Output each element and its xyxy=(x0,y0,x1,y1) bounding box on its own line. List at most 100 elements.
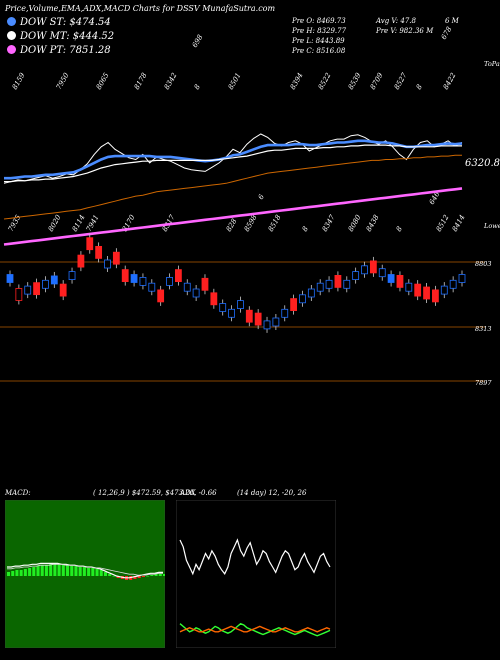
candle-body xyxy=(15,288,23,301)
macd-histogram-bar xyxy=(163,574,165,576)
legend-swatch-icon xyxy=(7,31,16,40)
mid-tick-label: 7935 xyxy=(7,213,23,233)
macd-histogram-bar xyxy=(91,568,95,576)
right-axis-label: 6320.85 xyxy=(465,158,500,169)
chart-title: Price,Volume,EMA,ADX,MACD Charts for DSS… xyxy=(5,4,276,13)
mid-tick-label: 8347 xyxy=(321,213,337,233)
candle-body xyxy=(343,279,351,289)
adx-panel xyxy=(176,500,336,648)
macd-histogram-bar xyxy=(112,576,116,577)
candle-body xyxy=(423,286,430,300)
candle-body xyxy=(219,303,227,312)
macd-histogram-bar xyxy=(108,574,112,576)
mid-tick-label: 8080 xyxy=(347,213,363,233)
candle-body xyxy=(299,294,306,304)
macd-histogram-bar xyxy=(103,572,107,576)
macd-histogram-bar xyxy=(57,564,61,576)
candle-body xyxy=(440,285,448,295)
candle-body xyxy=(183,282,191,292)
mid-tick-label: 8 xyxy=(301,225,310,233)
macd-histogram-bar xyxy=(70,566,74,576)
macd-params: ( 12,26,9 ) $472.59, $473.26, -0.66 xyxy=(93,489,217,497)
candle-body xyxy=(33,282,40,296)
mid-tick-label: 8518 xyxy=(267,213,283,233)
right-axis-label: ToPa xyxy=(484,60,500,68)
macd-histogram-bar xyxy=(44,565,48,576)
candle-body xyxy=(174,269,182,283)
candle-body xyxy=(166,276,173,286)
top-tick-label: 8342 xyxy=(163,71,179,91)
macd-title: MACD: xyxy=(5,489,31,497)
stat-period: 6 M xyxy=(445,17,459,25)
annotation-label: 698 xyxy=(191,33,205,49)
price-level-label: 8313 xyxy=(475,325,492,333)
candle-body xyxy=(68,271,76,281)
ema-line xyxy=(4,144,462,183)
candle-body xyxy=(77,254,85,268)
candle-body xyxy=(449,279,457,289)
candle-body xyxy=(104,259,111,269)
macd-histogram-bar xyxy=(36,566,40,576)
mid-tick-label: 8512 xyxy=(435,213,451,233)
macd-histogram-bar xyxy=(99,570,103,576)
macd-histogram-bar xyxy=(87,568,91,576)
candle-body xyxy=(130,274,138,283)
candle-body xyxy=(121,269,129,283)
legend-item-st: DOW ST: $474.54 xyxy=(7,17,111,28)
top-tick-label: 8 xyxy=(193,83,202,91)
macd-histogram-bar xyxy=(154,574,158,576)
candle-body xyxy=(139,276,147,286)
candle-body xyxy=(245,309,253,323)
candle-body xyxy=(263,320,271,330)
macd-histogram-bar xyxy=(49,564,53,576)
macd-histogram-bar xyxy=(141,576,145,577)
right-axis-label: Lowest xyxy=(483,222,500,230)
macd-panel xyxy=(5,500,165,648)
candle-body xyxy=(148,282,156,292)
legend-swatch-icon xyxy=(7,17,16,26)
mid-tick-label: 8 xyxy=(395,225,404,233)
candle-body xyxy=(352,271,360,281)
candle-body xyxy=(6,274,14,283)
adx-background xyxy=(176,500,336,648)
price-level-label: 8803 xyxy=(475,260,492,268)
candle-body xyxy=(237,300,244,310)
macd-histogram-bar xyxy=(32,567,36,576)
macd-histogram-bar xyxy=(74,566,78,576)
mid-tick-label: 828 xyxy=(225,217,239,233)
mid-tick-label: 7941 xyxy=(85,214,101,233)
candle-body xyxy=(361,265,368,275)
stat-pre-high: Pre H: 8329.77 xyxy=(292,27,347,35)
macd-histogram-bar xyxy=(11,571,15,576)
candle-body xyxy=(307,288,315,298)
macd-histogram-bar xyxy=(23,569,27,576)
macd-histogram-bar xyxy=(133,576,137,579)
candle-body xyxy=(396,274,404,288)
legend-label: DOW PT: 7851.28 xyxy=(20,45,111,56)
top-tick-label: 8422 xyxy=(442,71,458,91)
macd-histogram-bar xyxy=(19,570,23,576)
macd-histogram-bar xyxy=(28,568,32,576)
macd-histogram-bar xyxy=(137,576,141,578)
legend-item-mt: DOW MT: $444.52 xyxy=(7,31,114,42)
legend-item-pt: DOW PT: 7851.28 xyxy=(7,45,111,56)
macd-histogram-bar xyxy=(95,569,99,576)
candle-body xyxy=(228,308,235,318)
annotation-label: 678 xyxy=(440,25,454,41)
adx-title: ADX xyxy=(180,489,196,497)
candle-body xyxy=(290,298,298,312)
candle-body xyxy=(112,251,120,265)
candle-body xyxy=(281,308,289,318)
ema-line xyxy=(3,154,462,220)
top-tick-label: 8178 xyxy=(133,71,149,91)
mid-tick-label: 8414 xyxy=(451,214,467,233)
candle-body xyxy=(432,289,439,303)
macd-histogram-bar xyxy=(66,565,70,576)
candle-body xyxy=(24,285,32,295)
top-tick-label: 8394 xyxy=(289,72,305,91)
stat-avg-volume: Avg V: 47.8 xyxy=(376,17,416,25)
macd-histogram-bar xyxy=(146,576,150,577)
stat-pre-volume: Pre V: 982.36 M xyxy=(376,27,434,35)
price-chart: 8159 7950 8065 8178 8342 8 8501 8394 8522 8539 870… xyxy=(0,25,500,387)
